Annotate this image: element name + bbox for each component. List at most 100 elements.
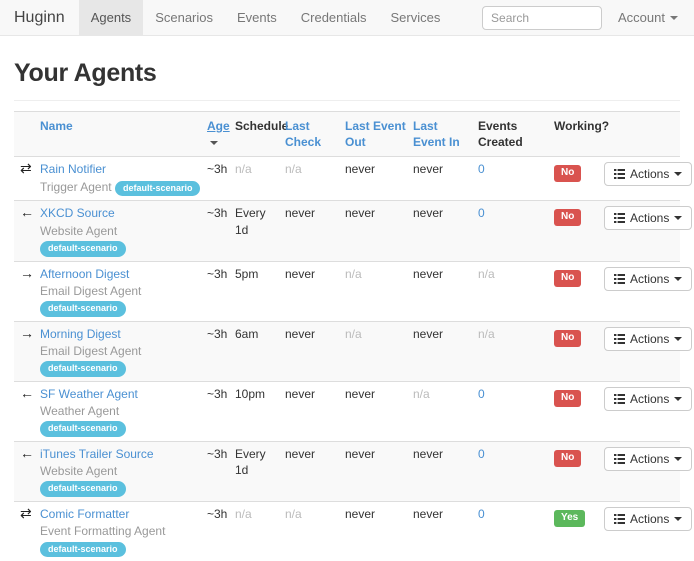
search-input[interactable] bbox=[482, 5, 603, 30]
agent-name-link[interactable]: iTunes Trailer Source bbox=[40, 447, 154, 462]
chevron-down-icon bbox=[674, 457, 683, 462]
cell-schedule: 6am bbox=[235, 320, 285, 382]
cell-schedule: Every 1d bbox=[235, 200, 285, 262]
top-navbar: Huginn Agents Scenarios Events Credentia… bbox=[0, 0, 694, 36]
cell-events-created[interactable]: 0 bbox=[478, 200, 548, 262]
brand-logo[interactable]: Huginn bbox=[14, 8, 65, 26]
scenario-badge[interactable]: default-scenario bbox=[114, 180, 201, 197]
header-name[interactable]: Name bbox=[40, 110, 207, 158]
cell-last-check: never bbox=[285, 320, 345, 382]
exchange-arrows-icon: ⇄ bbox=[20, 160, 32, 177]
header-last-event-in[interactable]: Last Event In bbox=[413, 110, 478, 158]
header-last-event-out[interactable]: Last Event Out bbox=[345, 110, 413, 158]
agent-name-link[interactable]: Rain Notifier bbox=[40, 162, 107, 177]
agents-table: Name Age Schedule Last Check Last Event … bbox=[14, 110, 693, 561]
actions-button-label: Actions bbox=[630, 331, 670, 346]
cell-last-event-in: never bbox=[413, 320, 478, 382]
chevron-down-icon bbox=[674, 172, 683, 177]
working-status-badge: No bbox=[554, 329, 582, 347]
cell-working: No bbox=[548, 200, 604, 262]
scenario-badge[interactable]: default-scenario bbox=[40, 240, 126, 257]
cell-direction: ⇄ bbox=[14, 157, 40, 201]
cell-name: SF Weather Agent Weather Agent default-s… bbox=[40, 380, 207, 442]
nav-item-scenarios[interactable]: Scenarios bbox=[155, 10, 213, 25]
chevron-down-icon bbox=[674, 336, 683, 341]
agent-name-link[interactable]: Afternoon Digest bbox=[40, 266, 130, 281]
list-icon bbox=[614, 213, 625, 224]
cell-working: Yes bbox=[548, 501, 604, 561]
table-row: ⇄ Rain Notifier Trigger Agent default-sc… bbox=[14, 157, 693, 201]
agent-type-label: Website Agent bbox=[40, 223, 118, 238]
cell-last-event-out: never bbox=[345, 380, 413, 442]
cell-last-event-in: never bbox=[413, 162, 444, 177]
cell-events-created[interactable]: 0 bbox=[478, 441, 548, 502]
cell-events-created[interactable]: 0 bbox=[478, 162, 485, 177]
cell-actions: Actions bbox=[604, 200, 693, 262]
header-last-check[interactable]: Last Check bbox=[285, 110, 345, 158]
actions-button[interactable]: Actions bbox=[604, 507, 693, 532]
cell-events-created[interactable]: 0 bbox=[478, 380, 548, 442]
cell-age: ~3h bbox=[207, 200, 235, 262]
account-menu[interactable]: Account bbox=[618, 0, 694, 35]
cell-working: No bbox=[548, 441, 604, 502]
actions-button[interactable]: Actions bbox=[604, 386, 693, 411]
actions-button[interactable]: Actions bbox=[604, 206, 693, 231]
agent-type-label: Trigger Agent bbox=[40, 179, 112, 194]
cell-name: Morning Digest Email Digest Agent defaul… bbox=[40, 320, 207, 382]
cell-actions: Actions bbox=[604, 260, 693, 322]
right-arrow-icon: → bbox=[20, 264, 34, 281]
header-age[interactable]: Age bbox=[207, 110, 235, 158]
table-row: ← XKCD Source Website Agent default-scen… bbox=[14, 200, 693, 262]
cell-last-event-out: never bbox=[345, 441, 413, 502]
actions-button-label: Actions bbox=[630, 452, 670, 467]
agent-name-link[interactable]: Comic Formatter bbox=[40, 507, 130, 522]
actions-button[interactable]: Actions bbox=[604, 162, 693, 187]
table-row: ⇄ Comic Formatter Event Formatting Agent… bbox=[14, 501, 693, 561]
cell-last-check: n/a bbox=[285, 501, 345, 561]
agent-subtitle: Website Agent default-scenario bbox=[40, 463, 201, 498]
navbar-spacer bbox=[452, 0, 482, 35]
cell-events-created[interactable]: 0 bbox=[478, 501, 548, 561]
cell-last-check: never bbox=[285, 200, 345, 262]
cell-working: No bbox=[548, 380, 604, 442]
actions-button[interactable]: Actions bbox=[604, 447, 693, 472]
nav-item-services[interactable]: Services bbox=[390, 10, 441, 25]
scenario-badge[interactable]: default-scenario bbox=[40, 361, 126, 377]
chevron-down-icon bbox=[674, 216, 683, 221]
cell-actions: Actions bbox=[604, 157, 693, 201]
agent-type-label: Event Formatting Agent bbox=[40, 524, 166, 539]
cell-age: ~3h bbox=[207, 380, 235, 442]
agent-subtitle: Trigger Agent default-scenario bbox=[40, 179, 201, 197]
scenario-badge[interactable]: default-scenario bbox=[40, 481, 126, 498]
cell-direction: ← bbox=[14, 441, 40, 502]
chevron-down-icon bbox=[670, 15, 678, 20]
cell-age: ~3h bbox=[207, 162, 228, 177]
left-arrow-icon: ← bbox=[20, 384, 34, 401]
agents-table-body: ⇄ Rain Notifier Trigger Agent default-sc… bbox=[14, 157, 693, 561]
agent-name-link[interactable]: Morning Digest bbox=[40, 326, 121, 341]
actions-button[interactable]: Actions bbox=[604, 326, 693, 351]
nav-item-events[interactable]: Events bbox=[237, 10, 277, 25]
list-icon bbox=[614, 393, 625, 404]
agent-name-link[interactable]: XKCD Source bbox=[40, 206, 115, 221]
cell-actions: Actions bbox=[604, 441, 693, 502]
actions-button-label: Actions bbox=[630, 391, 670, 406]
left-arrow-icon: ← bbox=[20, 204, 34, 221]
cell-age: ~3h bbox=[207, 501, 235, 561]
nav-item-agents[interactable]: Agents bbox=[78, 0, 144, 35]
scenario-badge[interactable]: default-scenario bbox=[40, 421, 126, 438]
scenario-badge[interactable]: default-scenario bbox=[40, 300, 126, 317]
nav-item-credentials[interactable]: Credentials bbox=[300, 10, 367, 25]
table-row: ← SF Weather Agent Weather Agent default… bbox=[14, 380, 693, 442]
actions-button[interactable]: Actions bbox=[604, 266, 693, 291]
right-arrow-icon: → bbox=[20, 324, 34, 341]
cell-working: No bbox=[548, 157, 604, 201]
cell-actions: Actions bbox=[604, 380, 693, 442]
list-icon bbox=[614, 273, 625, 284]
header-working: Working? bbox=[548, 110, 609, 158]
scenario-badge[interactable]: default-scenario bbox=[40, 541, 126, 558]
page-title: Your Agents bbox=[14, 59, 157, 87]
agent-name-link[interactable]: SF Weather Agent bbox=[40, 386, 138, 401]
left-arrow-icon: ← bbox=[20, 445, 34, 462]
cell-last-event-in: never bbox=[413, 200, 478, 262]
